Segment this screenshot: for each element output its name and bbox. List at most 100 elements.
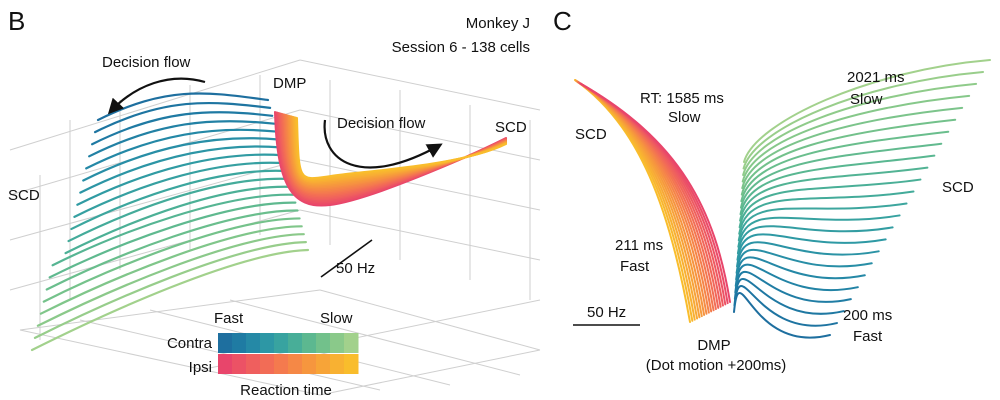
legend-axis-label: Reaction time	[240, 382, 332, 399]
legend-contra-label: Contra	[167, 335, 213, 352]
panel-c-ipsi-trace	[580, 83, 731, 303]
legend-ipsi-swatch	[218, 354, 233, 374]
panel-c-contra-trace	[735, 256, 866, 281]
legend-ipsi-label: Ipsi	[189, 359, 212, 376]
panel-c-contra-trace	[736, 241, 880, 268]
legend-contra-swatch	[330, 333, 345, 353]
panel-c-trajectories	[574, 59, 991, 339]
legend-contra-swatch	[218, 333, 233, 353]
panel-b-contra-trace	[48, 201, 297, 279]
panel-b-contra-trace	[93, 101, 272, 134]
panel-b-scd-right-label: SCD	[495, 119, 527, 136]
panel-b-subject: Monkey J	[466, 15, 530, 32]
panel-c-right-slow-word: Slow	[850, 91, 883, 108]
panel-c-contra-trace	[735, 248, 873, 274]
panel-c-contra-trace	[742, 70, 985, 170]
panel-c-contra-trace	[733, 285, 838, 327]
panel-c-contra-trace	[739, 142, 943, 209]
panel-b-contra-trace	[30, 248, 310, 352]
legend-ipsi-swatch	[246, 354, 261, 374]
panel-b-scd-left-label: SCD	[8, 187, 40, 204]
legend-ipsi-swatch	[330, 354, 345, 374]
panel-c-contra-trace	[736, 225, 894, 255]
panel-c-letter: C	[553, 6, 572, 36]
legend-contra-swatch	[260, 333, 275, 353]
panel-b-contra-trace	[96, 92, 270, 122]
panel-b-scale-label: 50 Hz	[336, 260, 375, 277]
panel-b-contra-trace	[82, 137, 280, 182]
panel-b-letter: B	[8, 6, 25, 36]
legend-contra-swatch	[274, 333, 289, 353]
legend-contra-swatch	[316, 333, 331, 353]
panel-b-ipsi-trace	[296, 117, 507, 180]
panel-b-3d-grid	[9, 59, 541, 396]
legend-fast-label: Fast	[214, 310, 244, 327]
panel-c-scd-right-label: SCD	[942, 179, 974, 196]
panel-c-contra-trace	[741, 94, 971, 183]
legend-slow-label: Slow	[320, 310, 353, 327]
panel-c-contra-trace	[736, 233, 887, 261]
legend-ipsi-swatch	[260, 354, 275, 374]
panel-c-rt-fast-word: Fast	[620, 258, 650, 275]
panel-c-scale-label: 50 Hz	[587, 304, 626, 321]
panel-c-contra-trace	[740, 130, 950, 203]
panel-c-contra-trace	[733, 277, 845, 315]
legend-ipsi-colorbar	[218, 354, 359, 374]
panel-c-contra-trace	[733, 292, 831, 339]
panel-b-decision-flow-left-label: Decision flow	[102, 54, 191, 71]
panel-b-decision-flow-right-label: Decision flow	[337, 115, 426, 132]
panel-c-dmp-note: (Dot motion +200ms)	[646, 357, 786, 374]
panel-b-contra-trace	[51, 193, 295, 267]
panel-b-contra-trace	[33, 241, 307, 339]
panel-b-dmp-label: DMP	[273, 75, 306, 92]
panel-b-contra-trace	[70, 169, 289, 231]
panel-b-session: Session 6 - 138 cells	[392, 39, 530, 56]
legend-ipsi-swatch	[344, 354, 359, 374]
panel-c-contra-trace	[739, 166, 929, 222]
panel-b-contra-trace	[85, 128, 278, 170]
panel-c-right-fast-label: 200 ms	[843, 307, 892, 324]
panel-c-contra-trace	[737, 214, 901, 248]
panel-c-contra-trace	[734, 263, 859, 292]
panel-b-scale-bar	[320, 239, 373, 278]
legend-ipsi-swatch	[288, 354, 303, 374]
legend-ipsi-swatch	[274, 354, 289, 374]
panel-b-decision-flow-arrow-left	[107, 77, 206, 115]
panel-c: C 50 Hz RT: 1585 ms Slow SCD 211 ms Fast…	[553, 6, 991, 374]
panel-c-contra-trace	[738, 190, 915, 235]
legend-contra-colorbar	[218, 333, 359, 353]
panel-b-contra-trace	[73, 161, 286, 218]
legend-contra-swatch	[288, 333, 303, 353]
panel-b-contra-trace	[36, 233, 305, 327]
panel-b-legend: Fast Slow Contra Ipsi Reaction time	[167, 310, 359, 399]
panel-c-contra-trace	[743, 59, 991, 163]
panel-c-contra-trace	[737, 202, 908, 242]
legend-contra-swatch	[302, 333, 317, 353]
panel-c-contra-trace	[738, 178, 922, 229]
panel-b-contra-trace	[76, 153, 284, 206]
panel-c-contra-trace	[741, 106, 964, 190]
panel-b-contra-trace	[91, 111, 274, 146]
panel-c-contra-trace	[740, 118, 957, 196]
panel-b-trajectories	[30, 92, 507, 352]
panel-c-rt-slow-label: RT: 1585 ms	[640, 90, 724, 107]
panel-b: B	[8, 6, 541, 399]
legend-ipsi-swatch	[316, 354, 331, 374]
panel-b-contra-trace	[79, 145, 282, 194]
panel-b-contra-trace	[45, 209, 299, 291]
panel-b-contra-trace	[67, 177, 291, 243]
panel-b-decision-flow-arrow-right	[323, 119, 443, 169]
legend-contra-swatch	[344, 333, 359, 353]
panel-c-scd-left-label: SCD	[575, 126, 607, 143]
legend-contra-swatch	[232, 333, 247, 353]
legend-ipsi-swatch	[232, 354, 247, 374]
legend-ipsi-swatch	[302, 354, 317, 374]
panel-c-right-slow-label: 2021 ms	[847, 69, 905, 86]
panel-b-contra-trace	[42, 217, 301, 303]
panel-b-contra-trace	[39, 225, 303, 315]
panel-c-rt-slow-word: Slow	[668, 109, 701, 126]
panel-c-rt-fast-label: 211 ms	[615, 237, 663, 254]
panel-c-contra-trace	[734, 270, 852, 303]
panel-c-contra-trace	[742, 82, 978, 177]
